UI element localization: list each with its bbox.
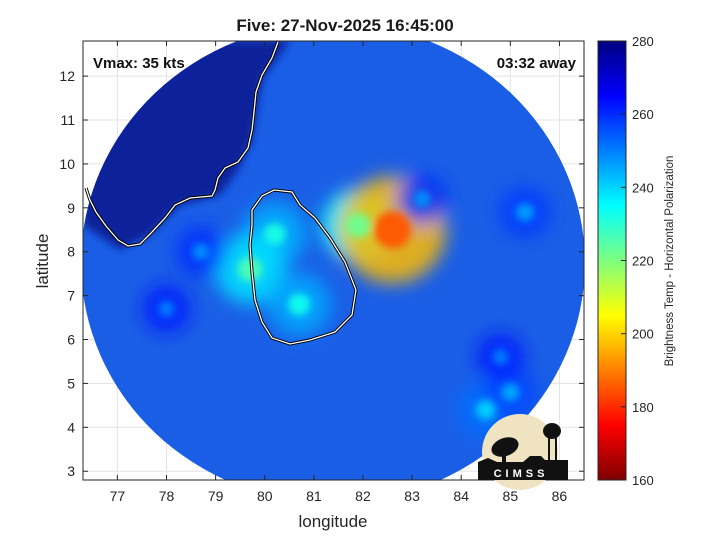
y-tick-label: 4 [67, 419, 75, 435]
x-tick-label: 83 [404, 488, 420, 504]
y-tick-label: 3 [67, 463, 75, 479]
tower-leg-left [548, 438, 550, 462]
y-tick-label: 7 [67, 288, 75, 304]
x-axis-label: longitude [298, 512, 367, 531]
x-tick-label: 80 [257, 488, 273, 504]
x-tick-label: 81 [306, 488, 322, 504]
colorbar-ticks: 160 180 200 220 240 260 280 [621, 34, 654, 488]
colorbar: 160 180 200 220 240 260 280 Brightness Temp - … [597, 34, 676, 488]
colorbar-tick-label: 260 [632, 107, 654, 122]
vmax-annotation: Vmax: 35 kts [93, 55, 185, 72]
convective-cell [413, 190, 431, 208]
y-tick-label: 12 [59, 68, 75, 84]
convective-cell [373, 211, 412, 249]
cimss-logo: CIMSS [478, 414, 568, 490]
x-tick-label: 86 [552, 488, 568, 504]
time-away-annotation: 03:32 away [497, 55, 577, 72]
convective-cell [288, 293, 311, 316]
convective-cell [475, 399, 496, 420]
convective-cell [158, 300, 175, 318]
y-tick-label: 6 [67, 332, 75, 348]
convective-cell [501, 383, 520, 402]
tower-leg-right [555, 438, 557, 462]
x-tick-label: 84 [453, 488, 469, 504]
convective-cell [263, 222, 286, 246]
colorbar-label: Brightness Temp - Horizontal Polarizatio… [664, 156, 676, 367]
coastlines [84, 41, 358, 346]
india-coastline-highlight [85, 41, 279, 247]
chart-title: Five: 27-Nov-2025 16:45:00 [236, 16, 453, 35]
convective-cell [345, 212, 371, 239]
swath-layer [83, 41, 584, 480]
building-silhouette [478, 456, 568, 480]
x-tick-label: 82 [355, 488, 371, 504]
y-tick-label: 8 [67, 244, 75, 260]
sri-lanka-coastline-highlight [249, 189, 357, 345]
x-tick-label: 78 [159, 488, 175, 504]
y-tick-label: 10 [59, 156, 75, 172]
logo-text: CIMSS [494, 468, 549, 480]
colorbar-tick-label: 240 [632, 180, 654, 195]
colorbar-tick-label: 180 [632, 400, 654, 415]
colorbar-tick-label: 280 [632, 34, 654, 49]
satellite-dish-icon [491, 437, 519, 457]
axes-frame [82, 40, 585, 481]
convective-cell [516, 203, 535, 222]
convective-cell [492, 348, 509, 366]
y-tick-label: 9 [67, 200, 75, 216]
colorbar-tick-label: 220 [632, 254, 654, 269]
y-axis-label: latitude [33, 234, 52, 289]
x-tick-label: 85 [503, 488, 519, 504]
water-tower-icon [543, 423, 561, 439]
y-tick-label: 11 [60, 112, 75, 128]
colorbar-tick-label: 160 [632, 473, 654, 488]
y-tick-label: 5 [67, 375, 75, 391]
convective-cell [192, 243, 210, 261]
colorbar-tick-label: 200 [632, 327, 654, 342]
x-tick-label: 79 [208, 488, 224, 504]
x-tick-label: 77 [110, 488, 126, 504]
convective-cells [158, 190, 535, 420]
convective-cell [237, 257, 263, 282]
dish-mount [502, 452, 506, 466]
